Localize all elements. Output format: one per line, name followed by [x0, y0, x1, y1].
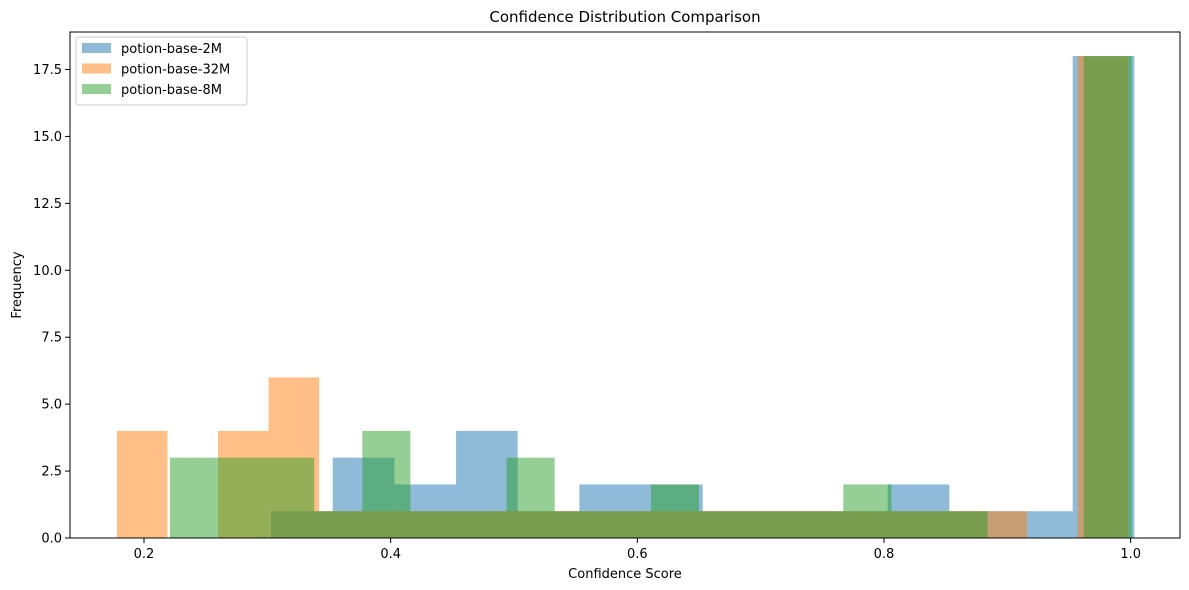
histogram-bar-s2-b13 — [795, 511, 844, 538]
legend: potion-base-2M potion-base-32M potion-base… — [75, 36, 248, 106]
x-tick-label: 0.6 — [627, 547, 648, 562]
y-tick-label: 17.5 — [33, 63, 62, 78]
chart-title: Confidence Distribution Comparison — [489, 8, 760, 26]
legend-label: potion-base-8M — [121, 83, 222, 98]
histogram-bar-s2-b11 — [699, 511, 748, 538]
y-axis-label: Frequency — [10, 251, 25, 318]
histogram-bar-s2-b17 — [1083, 56, 1132, 538]
y-tick-label: 0.0 — [41, 532, 62, 547]
legend-label: potion-base-32M — [121, 63, 230, 78]
y-tick-label: 7.5 — [41, 331, 62, 346]
y-tick-label: 5.0 — [41, 398, 62, 413]
y-tick-label: 10.0 — [33, 264, 62, 279]
histogram-bar-s2-b10 — [650, 484, 699, 538]
y-tick-label: 15.0 — [33, 130, 62, 145]
histogram-bar-s2-b15 — [891, 511, 940, 538]
histogram-bar-s2-b1 — [218, 457, 267, 538]
histogram-bar-s2-b14 — [843, 484, 892, 538]
y-tick-label: 12.5 — [33, 197, 62, 212]
histogram-bar-s2-b5 — [410, 511, 459, 538]
histogram-bar-s2-b4 — [362, 430, 411, 538]
histogram-bar-s2-b0 — [169, 457, 218, 538]
histogram-bar-s2-b3 — [314, 511, 363, 538]
histogram-bar-s2-b2 — [266, 457, 315, 538]
x-tick-label: 0.8 — [874, 547, 895, 562]
bars-layer — [116, 56, 1135, 538]
legend-swatch — [82, 84, 111, 94]
plot-frame — [69, 31, 1181, 539]
histogram-bar-s2-b9 — [602, 511, 651, 538]
y-axis: 0.0 2.5 5.0 7.5 10.0 12.5 15.0 17.5 — [33, 63, 70, 547]
histogram-bar-s2-b6 — [458, 511, 507, 538]
x-axis: 0.2 0.4 0.6 0.8 1.0 — [134, 538, 1141, 562]
legend-swatch — [82, 63, 111, 74]
histogram-bar-s2-b16 — [939, 511, 988, 538]
legend-label: potion-base-2M — [121, 42, 222, 57]
y-tick-label: 2.5 — [41, 465, 62, 480]
legend-swatch — [82, 43, 111, 53]
histogram-bar-s2-b8 — [554, 511, 603, 538]
x-tick-label: 0.4 — [380, 547, 401, 562]
x-axis-label: Confidence Score — [568, 567, 682, 582]
x-tick-label: 0.2 — [134, 547, 155, 562]
histogram-bar-s1-b0 — [116, 430, 168, 538]
x-tick-label: 1.0 — [1120, 547, 1141, 562]
legend-box — [75, 36, 248, 106]
histogram-bar-s2-b7 — [506, 457, 555, 538]
histogram-bar-s2-b12 — [747, 511, 796, 538]
